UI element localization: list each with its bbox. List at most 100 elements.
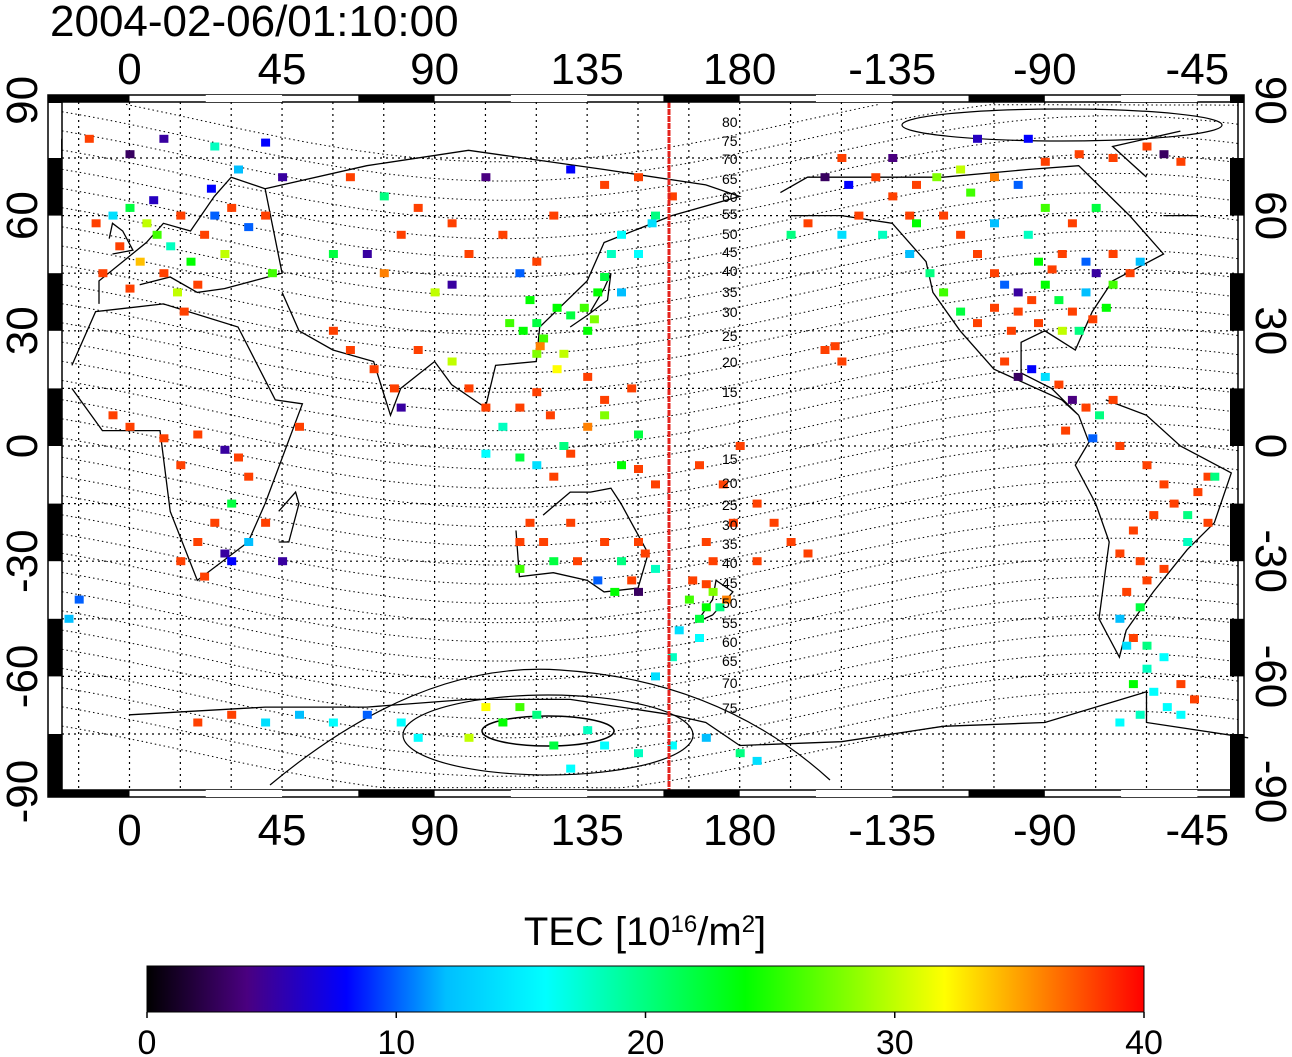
- tec-cell: [295, 710, 304, 719]
- mlat-contour: [61, 384, 1239, 470]
- tec-cell: [135, 257, 145, 266]
- tec-cell: [1000, 280, 1010, 289]
- tec-cell: [244, 472, 254, 481]
- frame-band-top: [510, 95, 588, 102]
- coastline: [98, 176, 283, 304]
- mlat-label-north: 65: [722, 171, 738, 187]
- tec-cell: [379, 192, 389, 201]
- mlat-contour: [61, 268, 1239, 355]
- tec-cell: [871, 173, 881, 182]
- tec-cell: [803, 549, 813, 558]
- tec-cell: [684, 595, 694, 604]
- mlat-contour: [61, 441, 1239, 528]
- mlat-label-south: 60: [722, 634, 738, 650]
- frame-band-bottom: [53, 790, 130, 797]
- mlat-label-north: 75: [722, 133, 738, 149]
- tec-cell: [1149, 687, 1159, 696]
- tec-cell: [227, 710, 237, 719]
- map-title-timestamp: 2004-02-06/01:10:00: [50, 0, 459, 46]
- tec-cell: [617, 230, 626, 239]
- tec-cell: [1176, 680, 1186, 689]
- mlat-label-north: 70: [722, 151, 738, 167]
- mlat-label-south: 20: [722, 475, 738, 491]
- tec-cell: [505, 319, 515, 328]
- frame-band-right: [1230, 734, 1244, 792]
- tec-cell: [396, 230, 406, 239]
- tec-cell: [715, 603, 725, 612]
- mlat-label-north: 20: [722, 354, 738, 370]
- mlat-contour: [61, 480, 1239, 566]
- tec-cell: [589, 315, 599, 324]
- mlat-label-south: 45: [722, 575, 738, 591]
- tec-cell: [837, 230, 847, 239]
- tec-cell: [752, 756, 762, 765]
- frame-band-top: [53, 95, 130, 102]
- tec-cell: [600, 273, 610, 281]
- tec-data-cells: [64, 134, 1220, 773]
- tec-cell: [379, 269, 389, 278]
- tec-cell: [1108, 280, 1118, 289]
- mlat-label-north: 55: [722, 206, 738, 222]
- lon-tick-top: 90: [410, 45, 459, 94]
- tec-cell: [651, 211, 660, 220]
- mlat-label-south: 70: [722, 675, 738, 691]
- tec-cell: [820, 346, 830, 354]
- mlat-label-north: 45: [722, 244, 738, 260]
- mlat-contour: [61, 230, 1239, 316]
- frame-band-bottom: [663, 790, 740, 797]
- tec-cell: [617, 461, 626, 470]
- mlat-contour: [61, 134, 1239, 220]
- mlat-contour: [61, 556, 1239, 643]
- tec-cell: [1128, 680, 1138, 689]
- coastline: [278, 490, 300, 543]
- tec-cell: [820, 173, 830, 182]
- tec-cell: [108, 411, 118, 420]
- tec-cell: [1006, 326, 1016, 335]
- tec-cell: [532, 388, 542, 397]
- tec-cell: [566, 165, 576, 174]
- tec-cell: [688, 576, 698, 585]
- mlat-contour: [61, 537, 1239, 624]
- tec-cell: [640, 549, 650, 558]
- tec-cell: [193, 718, 203, 727]
- mlat-label-south: 50: [722, 595, 738, 611]
- tec-cell: [912, 180, 921, 189]
- tec-cell: [1108, 395, 1118, 404]
- tec-cell: [939, 211, 949, 220]
- tec-cell: [973, 319, 982, 328]
- lat-tick-left: 30: [0, 306, 47, 355]
- tec-cell: [786, 230, 796, 239]
- tec-cell: [1142, 664, 1152, 673]
- tec-cell: [634, 250, 643, 258]
- colorbar-tick-label: 20: [627, 1024, 665, 1057]
- mlat-contour-80s: [481, 715, 615, 747]
- tec-cell: [1088, 315, 1098, 324]
- tec-cell: [634, 538, 643, 546]
- frame-band-top: [205, 95, 283, 102]
- tec-cell: [634, 430, 643, 439]
- tec-cell: [701, 733, 711, 742]
- tec-cell: [786, 538, 796, 546]
- tec-cell: [244, 538, 254, 546]
- tec-cell: [830, 342, 840, 351]
- tec-cell: [149, 196, 159, 205]
- tec-cell: [1183, 538, 1193, 546]
- tec-cell: [396, 403, 406, 412]
- tec-cell: [667, 741, 677, 750]
- tec-cell: [1183, 511, 1193, 520]
- tec-cell: [535, 342, 545, 351]
- mlat-contour: [61, 172, 1239, 259]
- tec-cell: [939, 288, 949, 297]
- tec-cell: [956, 165, 966, 174]
- tec-cell: [559, 349, 569, 358]
- tec-cell: [1013, 288, 1023, 297]
- frame-band-bottom: [205, 790, 283, 797]
- lon-tick-bottom: -45: [1166, 806, 1230, 855]
- tec-cell: [708, 587, 718, 596]
- lon-tick-bottom: 0: [117, 806, 141, 855]
- tec-cell: [1067, 395, 1077, 404]
- tec-cell: [234, 453, 243, 462]
- tec-cell: [220, 250, 230, 258]
- tec-cell: [173, 288, 182, 297]
